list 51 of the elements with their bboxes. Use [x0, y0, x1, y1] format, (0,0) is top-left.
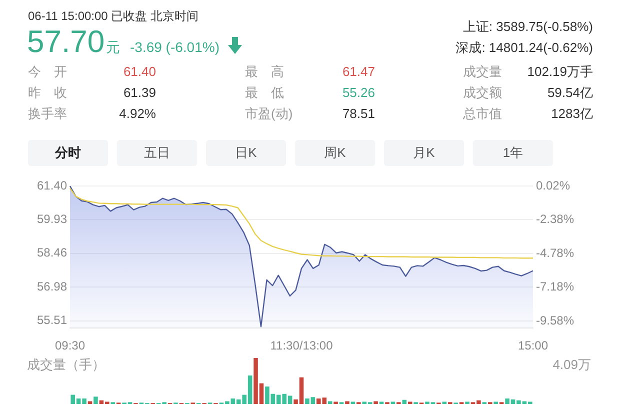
text: 上证: 3589.75(-0.58%) — [462, 19, 593, 34]
text: 换手率 — [28, 106, 67, 121]
text: 成交额 — [463, 85, 502, 100]
bar — [402, 400, 407, 404]
text: 月K — [384, 140, 464, 166]
y-axis-title: 成交量（手） — [27, 357, 105, 372]
text: 总市值 — [463, 106, 502, 121]
y2-tick-label: -9.58% — [536, 313, 574, 328]
text: 59.54亿 — [547, 85, 593, 100]
y2-tick-label: -2.38% — [536, 212, 574, 226]
text: 昨 收 — [28, 85, 67, 100]
text: 1283亿 — [551, 106, 593, 121]
text: 61.47 — [342, 64, 375, 79]
text: 78.51 — [342, 106, 375, 121]
bar — [374, 401, 378, 404]
text: 周K — [295, 140, 375, 166]
x-tick-label: 09:30 — [54, 338, 86, 353]
text: 最 高 — [245, 64, 284, 79]
text: 1年 — [473, 140, 553, 166]
text: 分时 — [28, 140, 108, 166]
bar — [94, 396, 98, 404]
y-tick-label: 56.98 — [36, 280, 68, 294]
text: 4.92% — [119, 106, 156, 121]
text: 4.09万 — [552, 357, 591, 372]
text: 最 低 — [245, 85, 284, 100]
y2-tick-label: 0.02% — [536, 178, 570, 192]
text: 61.39 — [123, 85, 156, 100]
text: 06-11 15:00:00 已收盘 北京时间 — [28, 9, 199, 23]
text: 102.19万手 — [527, 64, 593, 79]
text: 成交量 — [463, 64, 502, 79]
y-tick-label: 61.40 — [36, 178, 68, 192]
y-tick-label: 59.93 — [36, 212, 68, 226]
text: 深成: 14801.24(-0.62%) — [456, 40, 593, 55]
text: 五日 — [117, 140, 197, 166]
text: 57.70 — [27, 24, 105, 59]
y-tick-label: 55.51 — [36, 313, 68, 328]
x-tick-label: 15:00 — [518, 338, 548, 353]
text: 61.40 — [123, 64, 156, 79]
bar — [345, 401, 350, 404]
text: 日K — [206, 140, 286, 166]
bar — [328, 401, 332, 404]
text: 元 — [106, 39, 120, 55]
text: 市盈(动) — [245, 106, 293, 121]
y2-tick-label: -4.78% — [536, 246, 574, 260]
y2-tick-label: -7.18% — [536, 280, 574, 294]
x-tick-label: 11:30/13:00 — [270, 338, 334, 353]
text: -3.69 (-6.01%) — [130, 39, 220, 55]
y-tick-label: 58.46 — [36, 246, 68, 260]
text: 55.26 — [342, 85, 375, 100]
text: 今 开 — [28, 64, 67, 79]
bar — [88, 401, 92, 404]
